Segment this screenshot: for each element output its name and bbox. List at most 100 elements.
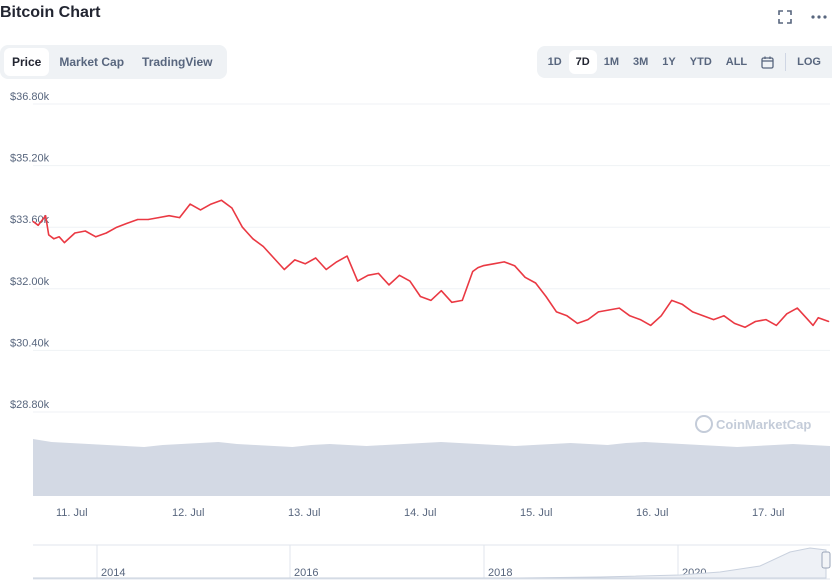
range-1d-button[interactable]: 1D [547, 56, 562, 68]
price-point [315, 257, 317, 259]
price-point [37, 224, 39, 226]
price-point [440, 290, 442, 292]
price-point [702, 315, 704, 317]
price-point [53, 238, 55, 240]
range-ytd-button[interactable]: YTD [689, 56, 712, 68]
price-point [210, 203, 212, 205]
navigator-tick-label: 2014 [101, 567, 125, 579]
price-point [179, 217, 181, 219]
price-point [116, 226, 118, 228]
price-point [545, 295, 547, 298]
price-point [409, 280, 411, 282]
price-point [723, 315, 725, 317]
tab-tradingview[interactable]: TradingView [142, 55, 213, 69]
price-point [587, 319, 589, 321]
price-point [754, 320, 757, 323]
price-point [147, 218, 149, 221]
price-point [461, 299, 463, 301]
price-point [576, 322, 579, 324]
price-point [357, 280, 359, 282]
price-point [241, 226, 243, 228]
price-point [608, 309, 610, 311]
price-point [733, 322, 736, 324]
price-point [419, 295, 421, 298]
price-point [377, 272, 380, 274]
x-tick-label: 15. Jul [520, 507, 552, 519]
log-scale-button[interactable]: LOG [797, 56, 821, 68]
y-tick-label: $36.80k [10, 91, 50, 103]
tab-price[interactable]: Price [4, 48, 50, 76]
price-point [84, 230, 86, 232]
price-point [514, 265, 516, 267]
price-point [629, 315, 631, 317]
price-point [304, 263, 306, 265]
price-point [32, 220, 34, 222]
price-point [388, 284, 390, 286]
navigator-area [33, 547, 827, 579]
price-point [398, 274, 400, 276]
range-divider [785, 53, 787, 71]
price-point [168, 215, 170, 217]
range-3m-button[interactable]: 3M [633, 56, 649, 68]
calendar-icon[interactable] [754, 52, 781, 73]
x-tick-label: 16. Jul [636, 507, 668, 519]
x-tick-label: 14. Jul [404, 507, 436, 519]
price-point [482, 265, 484, 267]
price-point [158, 217, 160, 219]
price-point [765, 319, 767, 321]
price-point [692, 311, 694, 313]
price-point [650, 324, 652, 326]
price-line [32, 199, 829, 329]
range-1y-button[interactable]: 1Y [662, 56, 676, 68]
price-point [336, 261, 338, 263]
price-point [817, 317, 819, 319]
price-point [294, 259, 296, 261]
more-icon[interactable] [808, 6, 830, 28]
range-1m-button[interactable]: 1M [603, 56, 620, 68]
price-point [231, 207, 233, 209]
price-point [618, 307, 620, 309]
range-7d-button[interactable]: 7D [568, 50, 597, 74]
coinmarketcap-logo-icon [695, 415, 713, 433]
price-point [555, 311, 558, 313]
price-point [199, 209, 202, 211]
range-all-button[interactable]: ALL [725, 56, 748, 68]
fullscreen-icon[interactable] [774, 6, 796, 28]
price-point [786, 313, 788, 315]
price-point [137, 218, 139, 221]
tab-market-cap[interactable]: Market Cap [59, 55, 125, 69]
navigator-tick-label: 2018 [488, 567, 512, 579]
chart-type-tabs: Price Market Cap TradingView [0, 45, 227, 79]
price-point [451, 301, 453, 303]
price-point [283, 268, 285, 271]
price-point [273, 257, 275, 259]
price-point [597, 311, 600, 313]
price-point [807, 319, 809, 321]
y-tick-label: $33.60k [10, 214, 50, 226]
price-point [671, 299, 673, 301]
x-tick-label: 17. Jul [752, 507, 784, 519]
price-point [822, 319, 825, 321]
price-point [503, 261, 505, 263]
x-tick-label: 11. Jul [56, 507, 88, 519]
price-point [639, 319, 641, 321]
time-range-selector: 1D 7D 1M 3M 1Y YTD ALL LOG [536, 46, 832, 78]
price-point [63, 242, 65, 244]
volume-area [33, 439, 830, 496]
y-tick-label: $35.20k [10, 153, 50, 165]
price-point [189, 203, 191, 205]
price-point [247, 232, 249, 234]
price-point [828, 320, 830, 323]
price-point [493, 263, 495, 265]
price-point [45, 215, 47, 217]
y-tick-label: $28.80k [10, 399, 50, 411]
price-point [252, 238, 254, 240]
navigator-handle[interactable] [821, 551, 831, 569]
watermark-text: CoinMarketCap [716, 417, 811, 432]
price-point [74, 232, 76, 234]
y-tick-label: $30.40k [10, 337, 50, 349]
page-title: Bitcoin Chart [0, 4, 101, 21]
price-point [95, 236, 97, 238]
price-point [105, 232, 107, 234]
